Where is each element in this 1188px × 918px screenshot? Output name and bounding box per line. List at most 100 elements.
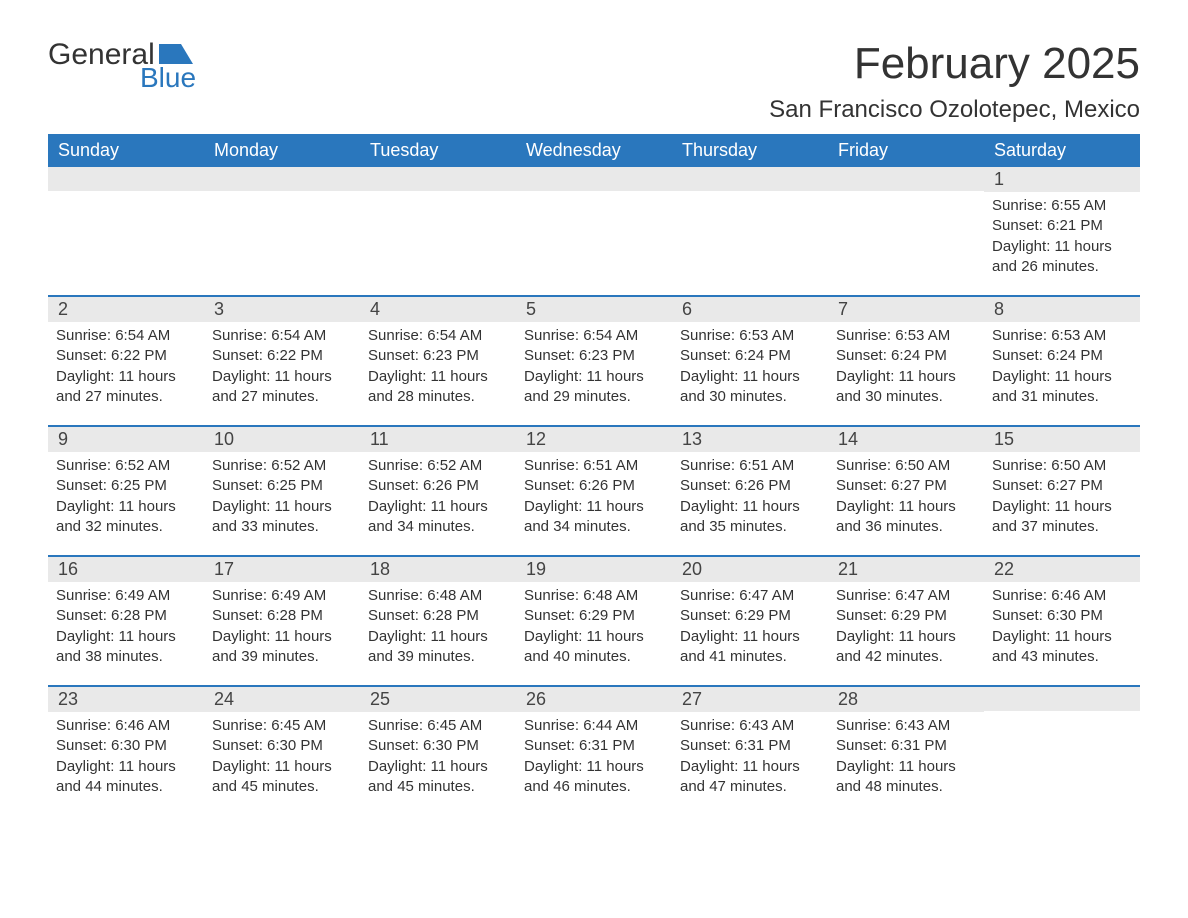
day-number: 26 <box>516 687 672 712</box>
calendar: SundayMondayTuesdayWednesdayThursdayFrid… <box>48 134 1140 815</box>
day-d2: and 41 minutes. <box>680 647 820 667</box>
weekday-header: Monday <box>204 134 360 167</box>
day-d2: and 47 minutes. <box>680 777 820 797</box>
day-sunset: Sunset: 6:27 PM <box>992 476 1132 496</box>
day-sunset: Sunset: 6:30 PM <box>368 736 508 756</box>
day-number: 20 <box>672 557 828 582</box>
day-d1: Daylight: 11 hours <box>212 627 352 647</box>
day-number: 16 <box>48 557 204 582</box>
calendar-day: 17Sunrise: 6:49 AMSunset: 6:28 PMDayligh… <box>204 557 360 685</box>
day-sunset: Sunset: 6:31 PM <box>836 736 976 756</box>
day-number: 15 <box>984 427 1140 452</box>
day-d2: and 28 minutes. <box>368 387 508 407</box>
calendar-day: 15Sunrise: 6:50 AMSunset: 6:27 PMDayligh… <box>984 427 1140 555</box>
day-sunrise: Sunrise: 6:53 AM <box>680 326 820 346</box>
day-number: 12 <box>516 427 672 452</box>
day-d2: and 26 minutes. <box>992 257 1132 277</box>
calendar-day: 21Sunrise: 6:47 AMSunset: 6:29 PMDayligh… <box>828 557 984 685</box>
day-d1: Daylight: 11 hours <box>524 367 664 387</box>
weekday-header: Saturday <box>984 134 1140 167</box>
day-d2: and 36 minutes. <box>836 517 976 537</box>
day-sunrise: Sunrise: 6:54 AM <box>212 326 352 346</box>
day-number: 24 <box>204 687 360 712</box>
weekday-header: Tuesday <box>360 134 516 167</box>
day-sunset: Sunset: 6:22 PM <box>212 346 352 366</box>
day-number: 3 <box>204 297 360 322</box>
calendar-day: 25Sunrise: 6:45 AMSunset: 6:30 PMDayligh… <box>360 687 516 815</box>
day-number: 9 <box>48 427 204 452</box>
day-number: 18 <box>360 557 516 582</box>
calendar-body: 1Sunrise: 6:55 AMSunset: 6:21 PMDaylight… <box>48 167 1140 815</box>
day-d2: and 44 minutes. <box>56 777 196 797</box>
calendar-day: 16Sunrise: 6:49 AMSunset: 6:28 PMDayligh… <box>48 557 204 685</box>
day-d2: and 39 minutes. <box>212 647 352 667</box>
day-d1: Daylight: 11 hours <box>992 627 1132 647</box>
day-sunrise: Sunrise: 6:43 AM <box>680 716 820 736</box>
day-number <box>828 167 984 191</box>
day-sunset: Sunset: 6:30 PM <box>56 736 196 756</box>
calendar-day <box>516 167 672 295</box>
day-sunrise: Sunrise: 6:47 AM <box>836 586 976 606</box>
day-number <box>204 167 360 191</box>
day-d2: and 43 minutes. <box>992 647 1132 667</box>
day-d1: Daylight: 11 hours <box>836 497 976 517</box>
day-number: 28 <box>828 687 984 712</box>
logo: General Blue <box>48 40 196 92</box>
day-sunset: Sunset: 6:26 PM <box>524 476 664 496</box>
day-sunrise: Sunrise: 6:43 AM <box>836 716 976 736</box>
day-number: 11 <box>360 427 516 452</box>
day-sunrise: Sunrise: 6:46 AM <box>992 586 1132 606</box>
calendar-day: 11Sunrise: 6:52 AMSunset: 6:26 PMDayligh… <box>360 427 516 555</box>
day-sunset: Sunset: 6:29 PM <box>524 606 664 626</box>
calendar-day: 7Sunrise: 6:53 AMSunset: 6:24 PMDaylight… <box>828 297 984 425</box>
day-sunset: Sunset: 6:24 PM <box>680 346 820 366</box>
day-d2: and 42 minutes. <box>836 647 976 667</box>
day-sunrise: Sunrise: 6:50 AM <box>992 456 1132 476</box>
day-number: 27 <box>672 687 828 712</box>
day-sunrise: Sunrise: 6:54 AM <box>56 326 196 346</box>
day-d2: and 45 minutes. <box>212 777 352 797</box>
day-number: 13 <box>672 427 828 452</box>
day-sunrise: Sunrise: 6:51 AM <box>680 456 820 476</box>
calendar-day: 23Sunrise: 6:46 AMSunset: 6:30 PMDayligh… <box>48 687 204 815</box>
day-d1: Daylight: 11 hours <box>212 757 352 777</box>
logo-flag-icon <box>159 42 193 64</box>
day-sunset: Sunset: 6:30 PM <box>212 736 352 756</box>
day-d1: Daylight: 11 hours <box>212 497 352 517</box>
day-number: 8 <box>984 297 1140 322</box>
day-sunset: Sunset: 6:29 PM <box>836 606 976 626</box>
day-d1: Daylight: 11 hours <box>524 757 664 777</box>
day-d2: and 31 minutes. <box>992 387 1132 407</box>
calendar-day: 14Sunrise: 6:50 AMSunset: 6:27 PMDayligh… <box>828 427 984 555</box>
day-d2: and 38 minutes. <box>56 647 196 667</box>
day-number: 22 <box>984 557 1140 582</box>
day-sunset: Sunset: 6:27 PM <box>836 476 976 496</box>
calendar-day: 1Sunrise: 6:55 AMSunset: 6:21 PMDaylight… <box>984 167 1140 295</box>
day-sunrise: Sunrise: 6:49 AM <box>56 586 196 606</box>
day-sunset: Sunset: 6:26 PM <box>368 476 508 496</box>
day-d1: Daylight: 11 hours <box>524 497 664 517</box>
day-d2: and 30 minutes. <box>836 387 976 407</box>
weekday-header: Friday <box>828 134 984 167</box>
day-number: 4 <box>360 297 516 322</box>
day-d1: Daylight: 11 hours <box>992 367 1132 387</box>
day-sunrise: Sunrise: 6:45 AM <box>212 716 352 736</box>
day-d1: Daylight: 11 hours <box>212 367 352 387</box>
calendar-day <box>360 167 516 295</box>
weekday-header: Thursday <box>672 134 828 167</box>
day-sunset: Sunset: 6:24 PM <box>836 346 976 366</box>
header-bar: General Blue February 2025 <box>48 40 1140 92</box>
day-sunset: Sunset: 6:26 PM <box>680 476 820 496</box>
day-d1: Daylight: 11 hours <box>524 627 664 647</box>
day-d1: Daylight: 11 hours <box>56 627 196 647</box>
calendar-day: 27Sunrise: 6:43 AMSunset: 6:31 PMDayligh… <box>672 687 828 815</box>
day-number <box>984 687 1140 711</box>
calendar-day: 12Sunrise: 6:51 AMSunset: 6:26 PMDayligh… <box>516 427 672 555</box>
calendar-day: 13Sunrise: 6:51 AMSunset: 6:26 PMDayligh… <box>672 427 828 555</box>
day-d1: Daylight: 11 hours <box>992 237 1132 257</box>
day-sunrise: Sunrise: 6:54 AM <box>524 326 664 346</box>
calendar-day: 8Sunrise: 6:53 AMSunset: 6:24 PMDaylight… <box>984 297 1140 425</box>
day-sunrise: Sunrise: 6:55 AM <box>992 196 1132 216</box>
calendar-day: 24 Sunrise: 6:45 AMSunset: 6:30 PMDayligh… <box>204 687 360 815</box>
day-d1: Daylight: 11 hours <box>836 757 976 777</box>
